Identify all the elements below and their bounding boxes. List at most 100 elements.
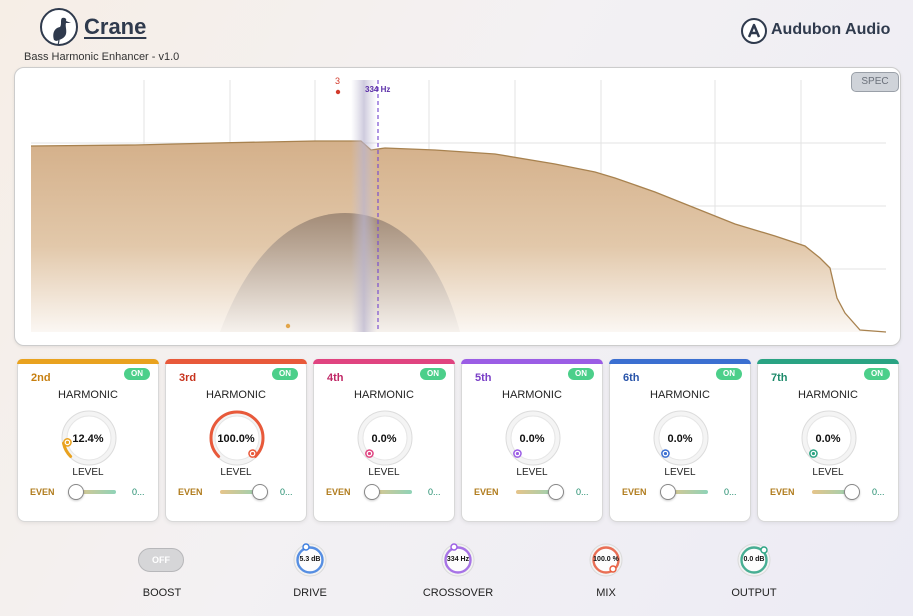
- even-odd-slider-thumb[interactable]: [251, 484, 268, 500]
- knob-graphic: [589, 543, 623, 577]
- even-odd-slider-track[interactable]: [516, 490, 560, 494]
- card-color-strip: [461, 359, 603, 364]
- odd-value: 0...: [280, 487, 293, 497]
- harmonic-level-value: 12.4%: [72, 433, 104, 445]
- harmonic-label: HARMONIC: [798, 389, 858, 401]
- harmonic-level-knob[interactable]: [651, 408, 711, 468]
- even-odd-slider-track[interactable]: [72, 490, 116, 494]
- card-color-strip: [313, 359, 455, 364]
- app-title: Crane: [84, 14, 147, 39]
- even-odd-slider-track[interactable]: [368, 490, 412, 494]
- card-color-strip: [165, 359, 307, 364]
- harmonic-on-toggle[interactable]: ON: [568, 368, 594, 380]
- harmonic-bell-curve: [220, 213, 460, 332]
- even-label: EVEN: [326, 487, 351, 497]
- harmonic-level-value: 0.0%: [667, 433, 693, 445]
- even-odd-slider-track[interactable]: [812, 490, 856, 494]
- harmonic-level-value: 0.0%: [815, 433, 841, 445]
- harmonic-name: 4th: [327, 372, 344, 384]
- spectrum-line: [30, 140, 887, 333]
- mix-knob[interactable]: [588, 542, 624, 578]
- harmonic-level-knob[interactable]: [207, 408, 267, 468]
- brand-name: Audubon Audio: [771, 21, 891, 38]
- mix-value: 100.0 %: [593, 556, 619, 563]
- harmonic-label: HARMONIC: [502, 389, 562, 401]
- mix-label: MIX: [596, 587, 616, 599]
- spec-button[interactable]: SPEC: [851, 72, 899, 92]
- even-odd-slider-thumb[interactable]: [843, 484, 860, 500]
- even-label: EVEN: [770, 487, 795, 497]
- harmonic-on-toggle[interactable]: ON: [272, 368, 298, 380]
- harmonic-level-knob[interactable]: [503, 408, 563, 468]
- boost-toggle[interactable]: OFF: [138, 548, 184, 572]
- harmonic-card: 4th ON HARMONIC 0.0% LEVEL EVEN 0...: [313, 359, 455, 522]
- even-label: EVEN: [30, 487, 55, 497]
- harmonic-name: 6th: [623, 372, 640, 384]
- band-number-label: 3: [335, 76, 341, 86]
- even-odd-slider-track[interactable]: [220, 490, 264, 494]
- crane-logo-icon: [40, 8, 78, 46]
- level-label: LEVEL: [812, 467, 844, 478]
- harmonic-level-value: 100.0%: [217, 433, 255, 445]
- even-odd-slider-track[interactable]: [664, 490, 708, 494]
- band-marker[interactable]: [335, 89, 341, 95]
- boost-label: BOOST: [142, 587, 182, 599]
- harmonic-card: 2nd ON HARMONIC 12.4% LEVEL EVEN 0...: [17, 359, 159, 522]
- level-label: LEVEL: [516, 467, 548, 478]
- app-subtitle: Bass Harmonic Enhancer - v1.0: [24, 51, 180, 63]
- even-odd-slider-thumb[interactable]: [68, 484, 85, 500]
- header: Crane Bass Harmonic Enhancer - v1.0 Audu…: [0, 0, 913, 66]
- drive-knob[interactable]: [292, 542, 328, 578]
- level-label: LEVEL: [72, 467, 104, 478]
- odd-value: 0...: [576, 487, 589, 497]
- level-label: LEVEL: [664, 467, 696, 478]
- crossover-knob[interactable]: [440, 542, 476, 578]
- harmonic-name: 2nd: [31, 372, 51, 384]
- harmonic-level-value: 0.0%: [519, 433, 545, 445]
- crossover-label: CROSSOVER: [422, 587, 494, 599]
- level-label: LEVEL: [220, 467, 252, 478]
- knob-graphic: [441, 543, 475, 577]
- harmonic-label: HARMONIC: [206, 389, 266, 401]
- harmonic-name: 7th: [771, 372, 788, 384]
- even-odd-slider-thumb[interactable]: [364, 484, 381, 500]
- harmonic-card: 6th ON HARMONIC 0.0% LEVEL EVEN 0...: [609, 359, 751, 522]
- odd-value: 0...: [724, 487, 737, 497]
- even-odd-slider-thumb[interactable]: [547, 484, 564, 500]
- spectrum-display[interactable]: SPEC 3 334 Hz: [14, 67, 901, 346]
- harmonic-label: HARMONIC: [354, 389, 414, 401]
- harmonic-on-toggle[interactable]: ON: [864, 368, 890, 380]
- drive-value: 5.3 dB: [299, 556, 321, 563]
- card-color-strip: [17, 359, 159, 364]
- odd-value: 0...: [872, 487, 885, 497]
- audubon-logo-icon: [741, 18, 767, 44]
- harmonic-name: 5th: [475, 372, 492, 384]
- harmonic-card: 3rd ON HARMONIC 100.0% LEVEL EVEN 0...: [165, 359, 307, 522]
- harmonic-level-knob[interactable]: [799, 408, 859, 468]
- harmonic-card: 5th ON HARMONIC 0.0% LEVEL EVEN 0...: [461, 359, 603, 522]
- card-color-strip: [609, 359, 751, 364]
- harmonic-on-toggle[interactable]: ON: [124, 368, 150, 380]
- drive-label: DRIVE: [293, 587, 327, 599]
- harmonic-on-toggle[interactable]: ON: [716, 368, 742, 380]
- spectrum-graph: [30, 80, 887, 333]
- crossover-frequency-label: 334 Hz: [365, 85, 391, 94]
- even-label: EVEN: [474, 487, 499, 497]
- harmonic-level-value: 0.0%: [371, 433, 397, 445]
- harmonic-label: HARMONIC: [58, 389, 118, 401]
- odd-value: 0...: [428, 487, 441, 497]
- even-label: EVEN: [178, 487, 203, 497]
- even-odd-slider-thumb[interactable]: [660, 484, 677, 500]
- output-label: OUTPUT: [731, 587, 777, 599]
- harmonic-card: 7th ON HARMONIC 0.0% LEVEL EVEN 0...: [757, 359, 899, 522]
- knob-graphic: [293, 543, 327, 577]
- level-marker[interactable]: [285, 323, 291, 329]
- card-color-strip: [757, 359, 899, 364]
- level-label: LEVEL: [368, 467, 400, 478]
- harmonic-on-toggle[interactable]: ON: [420, 368, 446, 380]
- even-label: EVEN: [622, 487, 647, 497]
- harmonic-level-knob[interactable]: [59, 408, 119, 468]
- harmonic-name: 3rd: [179, 372, 197, 384]
- harmonic-level-knob[interactable]: [355, 408, 415, 468]
- output-knob[interactable]: [736, 542, 772, 578]
